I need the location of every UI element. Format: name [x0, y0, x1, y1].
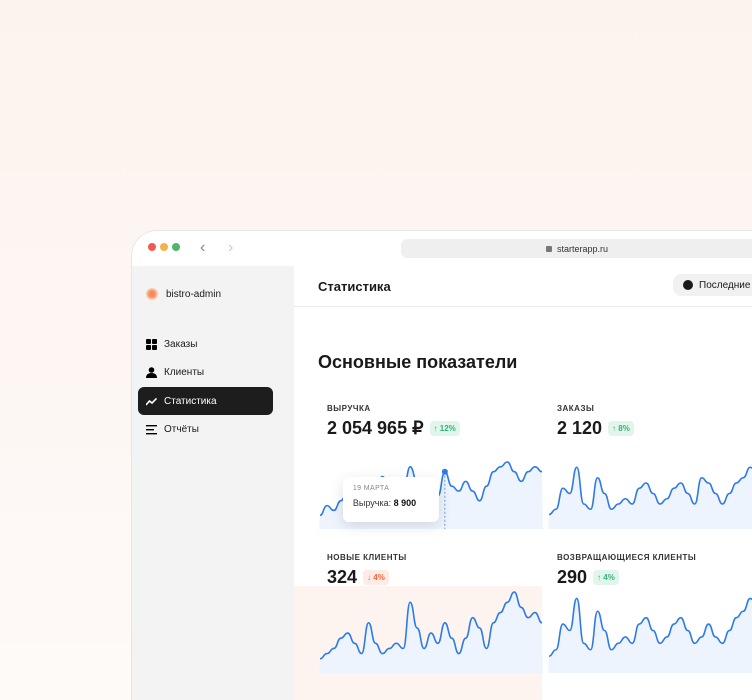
card-new-clients: НОВЫЕ КЛИЕНТЫ 324 ↓ 4%	[327, 553, 523, 588]
page-header: Статистика Последние 30 дней	[294, 266, 752, 307]
chart-tooltip: 19 МАРТА Выручка: 8 900	[342, 477, 439, 522]
back-icon[interactable]: ‹	[200, 239, 206, 256]
change-badge: ↑ 8%	[608, 421, 634, 436]
close-window-button[interactable]	[148, 243, 156, 251]
sidebar-item-label: Клиенты	[164, 367, 205, 378]
grid-icon	[146, 338, 157, 350]
main-content: Статистика Последние 30 дней Основные по…	[294, 266, 752, 700]
sparkline-line	[319, 591, 543, 660]
sidebar-item-statistics[interactable]: Статистика	[138, 387, 273, 415]
brand-name: bistro-admin	[166, 288, 222, 300]
sidebar-item-orders[interactable]: Заказы	[138, 330, 273, 358]
sidebar-item-label: Отчёты	[164, 424, 199, 435]
user-icon	[146, 367, 157, 378]
brand[interactable]: bistro-admin	[146, 288, 221, 300]
lock-icon	[545, 245, 552, 252]
browser-titlebar: ‹ › starterapp.ru	[132, 231, 752, 266]
clock-icon	[683, 280, 693, 290]
url-text: starterapp.ru	[556, 243, 609, 254]
tooltip-date: 19 МАРТА	[352, 485, 390, 492]
trend-icon	[146, 396, 157, 407]
tooltip-label: Выручка:	[352, 498, 392, 508]
sidebar-item-clients[interactable]: Клиенты	[138, 359, 273, 387]
card-label: ЗАКАЗЫ	[557, 404, 595, 413]
card-revenue: ВЫРУЧКА 2 054 965 ₽ ↑ 12%	[327, 404, 523, 439]
sparkline-area	[548, 467, 752, 529]
section-title: Основные показатели	[318, 352, 518, 372]
sidebar: bistro-admin Заказы Клиенты Статистика О…	[132, 266, 294, 700]
sparkline-area	[548, 598, 752, 673]
card-value: 324	[327, 567, 358, 587]
sparkline-line	[548, 466, 752, 516]
orders-sparkline[interactable]	[548, 456, 752, 529]
maximize-window-button[interactable]	[172, 243, 180, 251]
card-value: 290	[557, 567, 588, 587]
change-badge: ↑ 12%	[429, 421, 460, 436]
sparkline-line	[548, 597, 752, 657]
change-badge: ↑ 4%	[593, 570, 619, 585]
tooltip-value: 8 900	[393, 498, 417, 508]
period-label: Последние 30 дней	[699, 279, 752, 291]
browser-window: ‹ › starterapp.ru bistro-admin Заказы Кл…	[131, 230, 752, 700]
new-clients-sparkline[interactable]	[319, 586, 543, 673]
logo-icon	[146, 288, 158, 300]
returning-clients-sparkline[interactable]	[548, 586, 752, 673]
card-label: ВЫРУЧКА	[327, 404, 371, 413]
card-label: ВОЗВРАЩАЮЩИЕСЯ КЛИЕНТЫ	[557, 553, 697, 562]
card-returning-clients: ВОЗВРАЩАЮЩИЕСЯ КЛИЕНТЫ 290 ↑ 4%	[557, 553, 752, 588]
sidebar-item-label: Статистика	[164, 395, 217, 407]
page-title: Статистика	[318, 279, 391, 294]
hover-point[interactable]	[441, 468, 448, 475]
sidebar-item-label: Заказы	[164, 338, 198, 350]
card-value: 2 120	[557, 418, 603, 438]
sidebar-menu: Заказы Клиенты Статистика Отчёты	[138, 330, 273, 444]
card-orders: ЗАКАЗЫ 2 120 ↑ 8%	[557, 404, 752, 439]
list-icon	[146, 424, 157, 435]
card-label: НОВЫЕ КЛИЕНТЫ	[327, 553, 407, 562]
forward-icon[interactable]: ›	[228, 239, 234, 256]
address-bar[interactable]: starterapp.ru	[401, 239, 752, 258]
sidebar-item-reports[interactable]: Отчёты	[138, 416, 273, 444]
minimize-window-button[interactable]	[160, 243, 168, 251]
sparkline-area	[319, 592, 543, 673]
change-badge: ↓ 4%	[363, 570, 389, 585]
card-value: 2 054 965 ₽	[327, 418, 424, 438]
period-selector[interactable]: Последние 30 дней	[673, 274, 752, 296]
